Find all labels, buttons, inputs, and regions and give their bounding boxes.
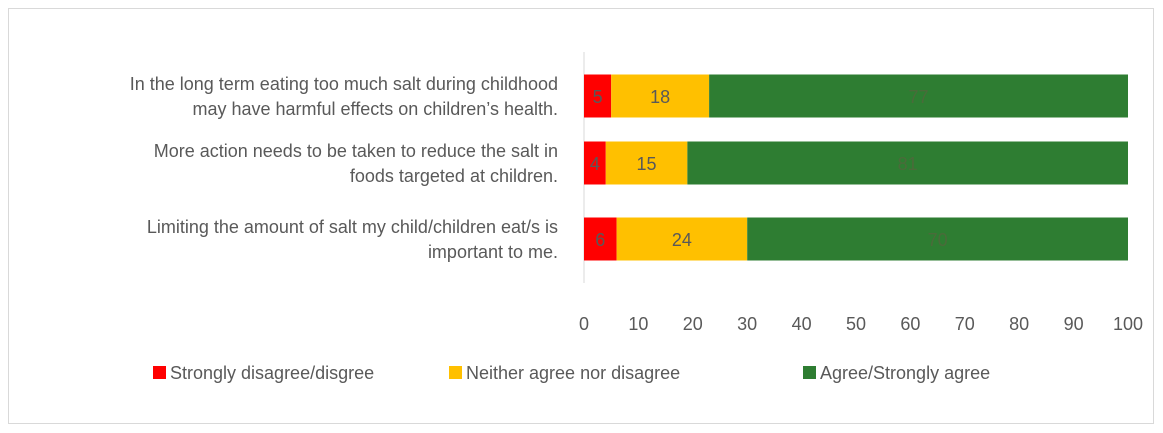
legend-swatch-3 bbox=[803, 366, 816, 379]
bar-2-category-3 bbox=[616, 217, 748, 261]
data-label-1-category-1: 5 bbox=[593, 87, 603, 107]
legend-label-3: Agree/Strongly agree bbox=[820, 363, 990, 383]
bar-1-category-3 bbox=[584, 217, 617, 261]
legend: Strongly disagree/disgree Neither agree n… bbox=[153, 363, 990, 383]
bar-3-category-2 bbox=[687, 141, 1128, 185]
data-label-2-category-3: 24 bbox=[672, 230, 692, 250]
legend-label-2: Neither agree nor disagree bbox=[466, 363, 680, 383]
x-tick-label-50: 50 bbox=[846, 314, 866, 334]
data-label-3-category-2: 81 bbox=[898, 154, 918, 174]
bar-2-category-1 bbox=[611, 74, 710, 118]
x-tick-label-20: 20 bbox=[683, 314, 703, 334]
category-label-2-line-1: More action needs to be taken to reduce … bbox=[154, 141, 558, 161]
x-tick-label-70: 70 bbox=[955, 314, 975, 334]
legend-swatch-1 bbox=[153, 366, 166, 379]
data-label-3-category-1: 77 bbox=[909, 87, 929, 107]
category-label-3-line-1: Limiting the amount of salt my child/chi… bbox=[147, 217, 558, 237]
x-tick-label-0: 0 bbox=[579, 314, 589, 334]
bar-1-category-2 bbox=[584, 141, 606, 185]
x-tick-label-100: 100 bbox=[1113, 314, 1143, 334]
category-label-1-line-1: In the long term eating too much salt du… bbox=[130, 74, 558, 94]
category-label-3-line-2: important to me. bbox=[428, 242, 558, 262]
x-tick-label-80: 80 bbox=[1009, 314, 1029, 334]
bar-3-category-1 bbox=[709, 74, 1128, 118]
x-tick-label-40: 40 bbox=[792, 314, 812, 334]
data-label-2-category-2: 15 bbox=[637, 154, 657, 174]
bar-3-category-3 bbox=[747, 217, 1128, 261]
category-label-2-line-2: foods targeted at children. bbox=[350, 166, 558, 186]
data-labels-group: 5 18 77 4 15 81 6 24 70 bbox=[590, 87, 948, 250]
x-tick-label-90: 90 bbox=[1064, 314, 1084, 334]
data-label-3-category-3: 70 bbox=[928, 230, 948, 250]
data-label-1-category-2: 4 bbox=[590, 154, 600, 174]
x-tick-labels-group: 0 10 20 30 40 50 60 70 80 90 100 bbox=[579, 314, 1143, 334]
category-labels-group: In the long term eating too much salt du… bbox=[130, 74, 558, 262]
category-label-1-line-2: may have harmful effects on children’s h… bbox=[192, 99, 558, 119]
x-tick-label-30: 30 bbox=[737, 314, 757, 334]
x-tick-label-10: 10 bbox=[628, 314, 648, 334]
x-tick-label-60: 60 bbox=[900, 314, 920, 334]
legend-label-1: Strongly disagree/disgree bbox=[170, 363, 374, 383]
data-label-1-category-3: 6 bbox=[595, 230, 605, 250]
legend-swatch-2 bbox=[449, 366, 462, 379]
bar-2-category-2 bbox=[605, 141, 688, 185]
bar-1-category-1 bbox=[584, 74, 612, 118]
bars-group bbox=[584, 74, 1128, 261]
data-label-2-category-1: 18 bbox=[650, 87, 670, 107]
